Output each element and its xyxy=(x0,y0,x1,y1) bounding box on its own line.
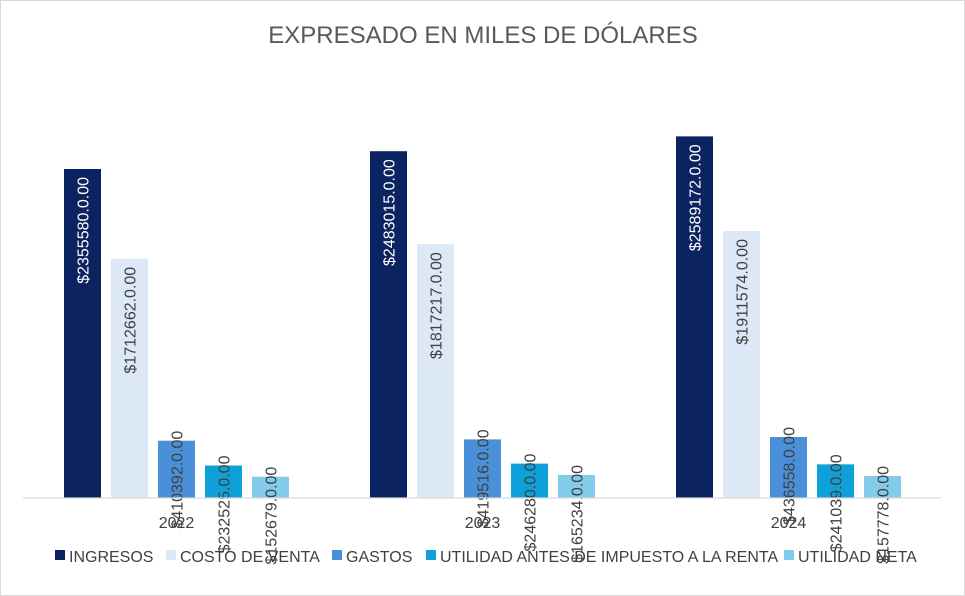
bar-2023-series-2 xyxy=(417,244,454,498)
bar-2022-series-2 xyxy=(111,258,148,498)
legend-item-4: UTILIDAD ANTES DE IMPUESTO A LA RENTA xyxy=(426,549,778,566)
legend-label-4: UTILIDAD ANTES DE IMPUESTO A LA RENTA xyxy=(440,549,778,566)
bar-2024-series-3 xyxy=(770,437,807,498)
data-label-2022-series-3: $410392.0.00 xyxy=(170,431,187,529)
bar-2024-series-2 xyxy=(723,231,760,498)
data-label-2023-series-4: $246280.0.00 xyxy=(523,454,540,552)
legend-label-2: COSTO DE VENTA xyxy=(180,549,320,566)
legend-item-5: UTILIDAD NETA xyxy=(784,549,917,566)
bar-2023-series-5 xyxy=(558,474,595,498)
data-label-2023-series-1: $2483015.0.00 xyxy=(382,159,399,266)
legend-item-1: INGRESOS xyxy=(55,549,153,566)
bar-2023-series-1 xyxy=(370,151,407,498)
data-label-2024-series-1: $2589172.0.00 xyxy=(688,144,705,251)
legend-swatch-1 xyxy=(55,550,65,560)
legend-swatch-3 xyxy=(332,550,342,560)
bar-2022-series-1 xyxy=(64,169,101,498)
data-label-2023-series-2: $1817217.0.00 xyxy=(429,252,446,359)
bar-2023-series-4 xyxy=(511,463,548,498)
data-label-2024-series-2: $1911574.0.00 xyxy=(735,239,752,345)
data-label-2022-series-4: $232525.0.00 xyxy=(217,455,234,553)
bar-2024-series-4 xyxy=(817,464,854,498)
bar-2022-series-5 xyxy=(252,476,289,498)
category-label-2024: 2024 xyxy=(771,515,807,532)
category-label-2023: 2023 xyxy=(465,515,501,532)
bar-2022-series-4 xyxy=(205,465,242,498)
data-labels-group: $2355580.0.00 $1712662.0.00 $410392.0.00 $2… xyxy=(76,144,893,564)
data-label-2024-series-3: $436558.0.00 xyxy=(782,427,799,525)
data-label-2023-series-5: $165234.0.00 xyxy=(570,465,587,563)
chart-title: EXPRESADO EN MILES DE DÓLARES xyxy=(268,22,697,49)
legend-swatch-5 xyxy=(784,550,794,560)
bar-2024-series-5 xyxy=(864,475,901,498)
bar-2024-series-1 xyxy=(676,136,713,499)
legend-label-3: GASTOS xyxy=(346,549,412,566)
data-label-2023-series-3: $419516.0.00 xyxy=(476,429,493,527)
legend-label-5: UTILIDAD NETA xyxy=(798,549,917,566)
bar-2023-series-3 xyxy=(464,439,501,498)
legend-item-2: COSTO DE VENTA xyxy=(166,549,320,566)
bars-group xyxy=(64,136,901,499)
legend-swatch-4 xyxy=(426,550,436,560)
data-label-2024-series-5: $157778.0.00 xyxy=(876,466,893,564)
bar-2022-series-3 xyxy=(158,440,195,498)
data-label-2024-series-4: $241039.0.00 xyxy=(829,454,846,552)
legend-label-1: INGRESOS xyxy=(69,549,153,566)
category-labels-group: 2022 2023 2024 xyxy=(159,515,807,532)
data-label-2022-series-5: $152679.0.00 xyxy=(264,467,281,565)
legend-swatch-2 xyxy=(166,550,176,560)
legend-item-3: GASTOS xyxy=(332,549,412,566)
legend: INGRESOS COSTO DE VENTA GASTOS UTILIDAD ANT… xyxy=(55,549,917,566)
category-label-2022: 2022 xyxy=(159,515,195,532)
data-label-2022-series-2: $1712662.0.00 xyxy=(123,267,140,374)
data-label-2022-series-1: $2355580.0.00 xyxy=(76,177,93,284)
